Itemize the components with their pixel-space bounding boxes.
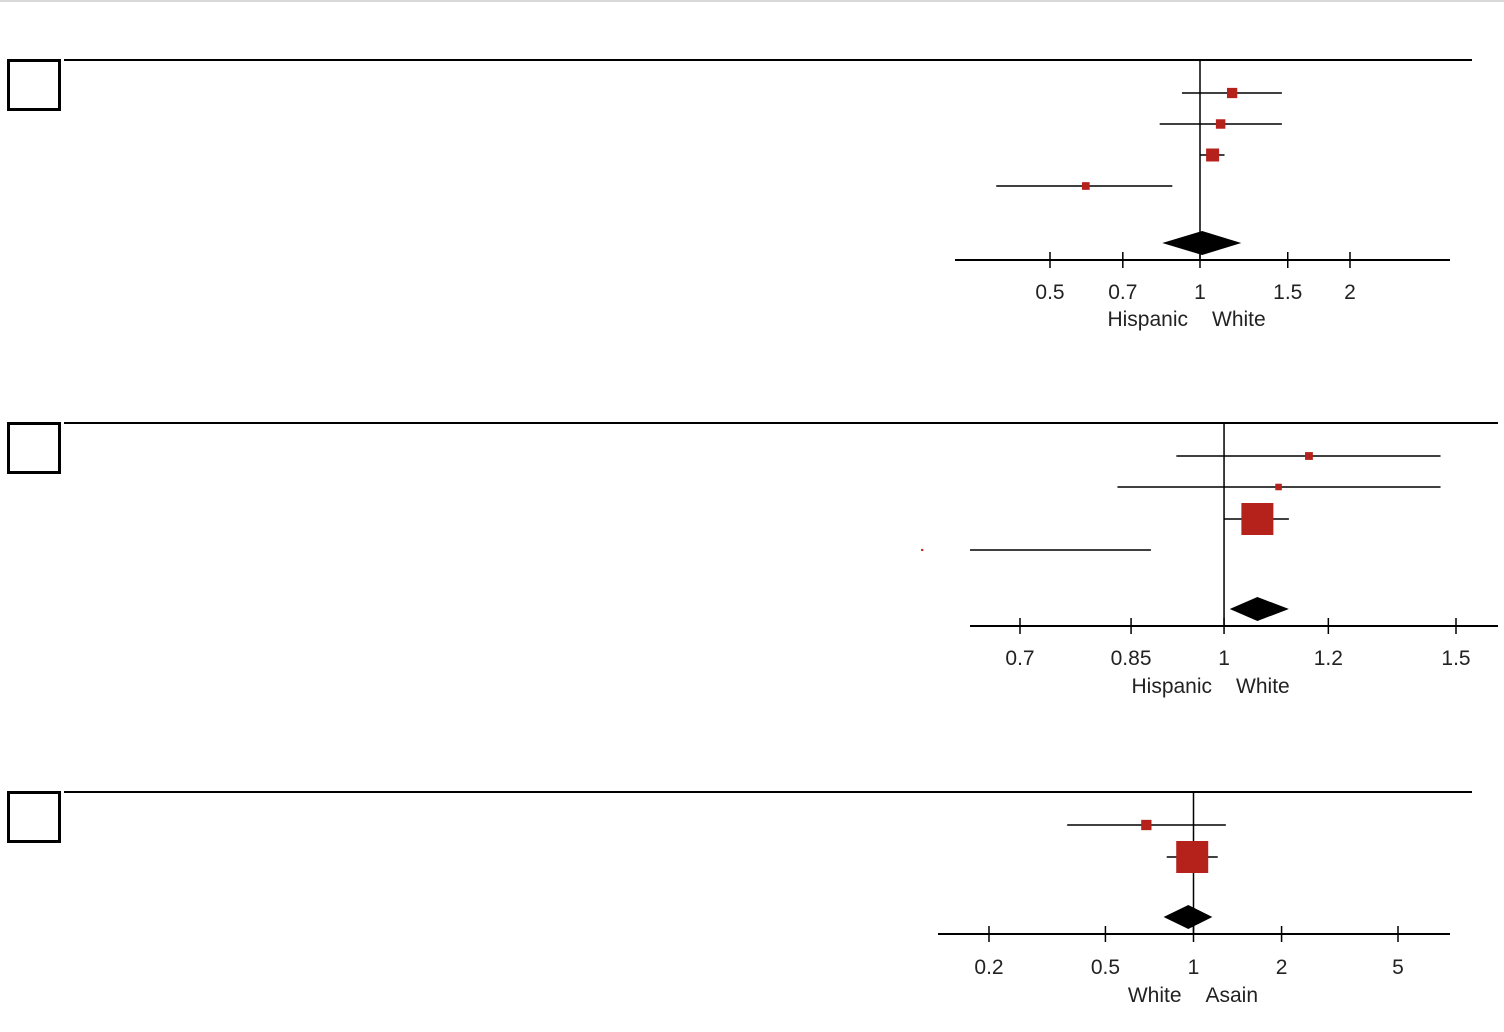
study-weight-square (1226, 87, 1238, 99)
favours-left-label: Hispanic (1107, 308, 1188, 331)
pooled-estimate-diamond (1162, 231, 1242, 255)
study-weight-square (1305, 452, 1313, 460)
study-weight-square (1215, 119, 1226, 129)
x-tick-label: 0.5 (1035, 281, 1064, 304)
favours-right-label: White (1212, 308, 1266, 331)
forest-plot-area: 0.5 0.7 1 1.5 2 Hispanic White (955, 61, 1450, 331)
panel-label (7, 791, 61, 843)
forest-panel-d: 0.7 0.85 1 1.2 1.5 Hispanic White (0, 364, 1504, 698)
x-tick-label: 2 (1344, 281, 1356, 304)
x-tick-label: 0.2 (974, 956, 1003, 979)
x-tick-label: 1.5 (1441, 647, 1470, 670)
header-rule (64, 59, 1472, 61)
forest-plot-area: 0.7 0.85 1 1.2 1.5 Hispanic White (921, 424, 1498, 698)
favours-right-label: White (1236, 675, 1290, 698)
pooled-estimate-diamond (1163, 905, 1213, 929)
x-tick-label: 0.85 (1111, 647, 1152, 670)
header-rule (64, 791, 1472, 793)
study-weight-square (1141, 819, 1152, 831)
study-weight-square (1275, 483, 1282, 491)
favours-left-label: White (1128, 984, 1182, 1007)
panel-label (7, 59, 61, 111)
x-tick-label: 1.2 (1314, 647, 1343, 670)
header-rule (64, 422, 1498, 424)
forest-panel-e: 0.2 0.5 1 2 5 White Asain (0, 732, 1504, 1032)
top-border (0, 0, 1504, 2)
x-tick-label: 0.5 (1091, 956, 1120, 979)
forest-plot-area: 0.2 0.5 1 2 5 White Asain (938, 793, 1450, 1007)
study-weight-square (1206, 148, 1220, 162)
panel-label (7, 422, 61, 474)
x-tick-label: 5 (1392, 956, 1404, 979)
x-tick-label: 2 (1276, 956, 1288, 979)
x-tick-label: 1 (1218, 647, 1230, 670)
x-tick-label: 1 (1194, 281, 1206, 304)
x-tick-label: 0.7 (1108, 281, 1137, 304)
pooled-estimate-diamond (1229, 597, 1289, 621)
favours-right-label: Asain (1206, 984, 1259, 1007)
study-weight-square (1081, 182, 1090, 190)
x-tick-label: 1.5 (1273, 281, 1302, 304)
study-weight-square (921, 548, 924, 552)
forest-panel-c: 0.5 0.7 1 1.5 2 Hispanic White (0, 0, 1504, 331)
study-weight-square (1176, 841, 1209, 873)
x-tick-label: 1 (1188, 956, 1200, 979)
favours-left-label: Hispanic (1131, 675, 1212, 698)
study-weight-square (1241, 503, 1274, 535)
x-tick-label: 0.7 (1005, 647, 1034, 670)
